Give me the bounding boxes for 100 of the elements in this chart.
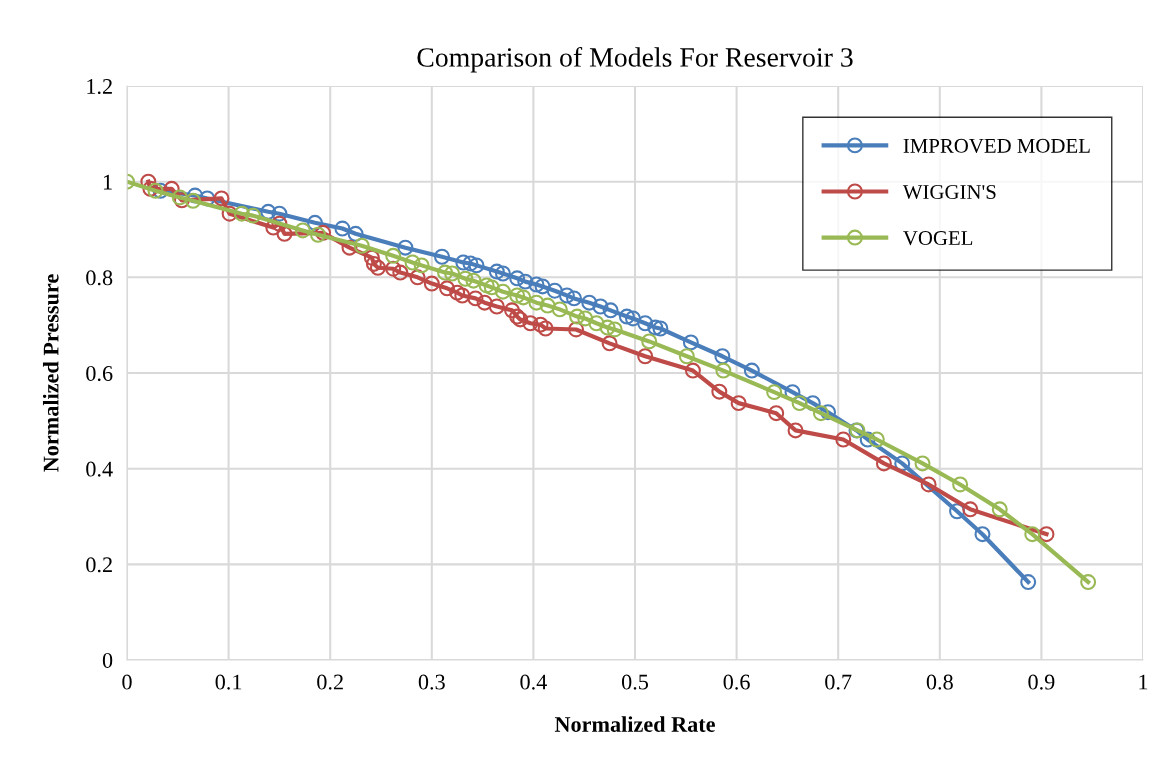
point (581, 294, 598, 311)
point (517, 273, 534, 290)
point (588, 315, 605, 332)
point (599, 319, 616, 336)
point (682, 334, 699, 351)
point (601, 335, 618, 352)
point (260, 203, 277, 220)
point (678, 348, 695, 365)
x-tick-label: 0.3 (418, 674, 445, 690)
point (413, 257, 430, 274)
point (142, 180, 159, 197)
point (624, 310, 641, 327)
point (334, 220, 351, 237)
point (465, 272, 482, 289)
point (294, 222, 311, 239)
y-tick-label: 0.2 (86, 557, 112, 573)
x-tick-label: 1 (1139, 674, 1148, 690)
x-tick-label: 0.6 (723, 674, 750, 690)
y-axis-title: Normalized Pressure (42, 274, 59, 472)
point (276, 225, 293, 242)
x-tick-label: 0.8 (926, 674, 953, 690)
point (1038, 526, 1055, 543)
point (483, 279, 500, 296)
point (974, 526, 991, 543)
x-axis-title: Normalized Rate (554, 716, 715, 732)
point (233, 205, 250, 222)
point (385, 260, 402, 277)
point (787, 422, 804, 439)
point (433, 248, 450, 265)
x-tick-label: 0.4 (520, 674, 547, 690)
point (546, 282, 563, 299)
point (537, 320, 554, 337)
point (476, 294, 493, 311)
legend-label: VOGEL (903, 231, 973, 246)
point (812, 405, 829, 422)
point (444, 265, 461, 282)
point (569, 308, 586, 325)
point (641, 333, 658, 350)
x-tick-label: 0.5 (621, 674, 649, 690)
point (397, 239, 414, 256)
point (515, 289, 532, 306)
point (532, 316, 549, 333)
point (714, 348, 731, 365)
point (347, 225, 364, 242)
point (551, 301, 568, 318)
point (962, 501, 979, 518)
point (768, 405, 785, 422)
point (509, 287, 526, 304)
point (715, 362, 732, 379)
point (711, 383, 728, 400)
point (423, 275, 440, 292)
point (457, 270, 474, 287)
x-tick-label: 0 (122, 674, 132, 690)
point (835, 431, 852, 448)
point (353, 237, 370, 254)
point (684, 362, 701, 379)
point (820, 404, 837, 421)
point (949, 503, 966, 520)
y-tick-label: 0.8 (86, 270, 113, 286)
point (185, 192, 202, 209)
point (534, 278, 551, 295)
point (914, 455, 931, 472)
point (488, 298, 505, 315)
x-tick-label: 0.2 (317, 674, 343, 690)
chart-title: Comparison of Models For Reservoir 3 (417, 47, 853, 73)
point (404, 254, 421, 271)
point (369, 259, 386, 276)
point (478, 277, 495, 294)
point (454, 287, 471, 304)
point (743, 362, 760, 379)
point (468, 257, 485, 274)
y-tick-label: 0 (102, 652, 113, 668)
y-tick-label: 0.6 (86, 365, 113, 382)
point (152, 182, 169, 199)
point (868, 431, 885, 448)
point (147, 182, 164, 199)
point (606, 321, 623, 338)
point (363, 249, 380, 266)
legend-label: IMPROVED MODEL (903, 138, 1090, 153)
point (341, 239, 358, 256)
point (494, 265, 511, 282)
point (439, 280, 456, 297)
point (791, 395, 808, 412)
point (952, 476, 969, 493)
y-tick-label: 0.4 (86, 461, 113, 477)
point (365, 255, 382, 272)
point (522, 315, 539, 332)
point (637, 315, 654, 332)
point (455, 254, 472, 271)
point (528, 276, 545, 293)
point (991, 501, 1008, 518)
point (467, 290, 484, 307)
point (558, 287, 575, 304)
legend-label: WIGGIN'S (902, 184, 996, 200)
point (602, 302, 619, 319)
point (494, 283, 511, 300)
point (462, 255, 479, 272)
point (539, 297, 556, 314)
point (568, 321, 585, 338)
point (245, 207, 261, 224)
